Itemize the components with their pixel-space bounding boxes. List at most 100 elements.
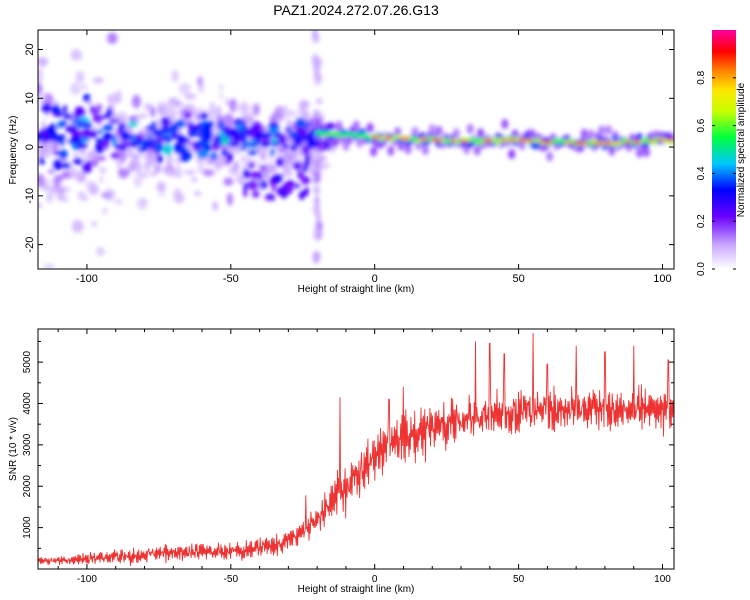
spectrogram-cell bbox=[56, 121, 62, 129]
colorbar-tick-label: 0.4 bbox=[696, 166, 707, 180]
spectrogram-x-ticks: -100 -50 0 50 100 bbox=[76, 30, 672, 285]
spectrogram-cell bbox=[85, 160, 92, 169]
spectrogram-cell bbox=[275, 157, 285, 167]
spectrogram-cell bbox=[51, 104, 61, 114]
spectrogram-cell bbox=[248, 142, 258, 147]
x-tick-label: -100 bbox=[76, 273, 98, 285]
spectrogram-cell bbox=[403, 137, 411, 140]
spectrogram-cell bbox=[209, 152, 218, 160]
spectrogram-cell bbox=[542, 140, 548, 144]
spectrogram-cell bbox=[173, 188, 182, 200]
spectrogram-cell bbox=[72, 158, 83, 165]
spectrogram-cell bbox=[223, 177, 234, 186]
spectrogram-cell bbox=[245, 117, 255, 125]
spectrogram-cell bbox=[313, 170, 321, 184]
spectrogram-cell bbox=[117, 168, 130, 179]
spectrogram-cell bbox=[185, 122, 194, 127]
spectrogram-cell bbox=[188, 130, 199, 137]
spectrogram-cell bbox=[522, 139, 531, 142]
spectrogram-cell bbox=[90, 109, 96, 115]
spectrogram-cell bbox=[101, 193, 111, 198]
spectrogram-cell bbox=[184, 169, 196, 175]
spectrogram-cell bbox=[107, 32, 118, 44]
spectrogram-cell bbox=[116, 113, 128, 121]
colorbar-tick-label: 0.8 bbox=[696, 70, 707, 84]
spectrogram-cell bbox=[473, 145, 481, 156]
y-tick-label: 2000 bbox=[22, 475, 33, 498]
spectrogram-cell bbox=[59, 149, 68, 160]
spectrogram-cell bbox=[366, 122, 374, 133]
spectrogram-cell bbox=[73, 153, 79, 158]
spectrogram-cell bbox=[417, 137, 424, 141]
spectrogram-cell bbox=[154, 141, 164, 153]
spectrogram-cell bbox=[69, 82, 81, 95]
spectrogram-cell bbox=[288, 131, 298, 138]
spectrogram-cell bbox=[136, 147, 148, 153]
spectrogram-cell bbox=[304, 154, 311, 160]
x-tick-label: 0 bbox=[372, 273, 378, 285]
spectrogram-cell bbox=[624, 141, 632, 144]
spectrogram-cell bbox=[335, 120, 343, 131]
spectrogram-cell bbox=[194, 190, 202, 197]
spectrogram-cell bbox=[54, 186, 66, 193]
spectrogram-cell bbox=[96, 103, 102, 112]
spectrogram-cell bbox=[38, 76, 43, 81]
spectrogram-cell bbox=[384, 136, 393, 140]
spectrogram-cell bbox=[203, 130, 213, 142]
spectrogram-cell bbox=[286, 110, 296, 117]
spectrogram-cell bbox=[253, 103, 260, 116]
spectrogram-cell bbox=[162, 144, 173, 156]
spectrogram-cell bbox=[589, 142, 595, 147]
colorbar-gradient bbox=[712, 30, 736, 269]
spectrogram-cell bbox=[133, 174, 143, 188]
spectrogram-cell bbox=[303, 159, 311, 168]
spectrogram-cell bbox=[156, 154, 163, 164]
spectrogram-cell bbox=[226, 192, 233, 206]
spectrogram-cell bbox=[496, 140, 501, 146]
spectrogram-cell bbox=[76, 130, 86, 137]
spectrogram-cell bbox=[99, 176, 105, 183]
spectrogram-cell bbox=[207, 107, 218, 120]
spectrogram-cell bbox=[118, 123, 126, 131]
spectrogram-cell bbox=[670, 138, 674, 142]
spectrogram-cell bbox=[176, 119, 186, 128]
spectrogram-cell bbox=[221, 137, 230, 146]
spectrogram-cell bbox=[184, 150, 192, 160]
spectrogram-cell bbox=[508, 149, 516, 160]
spectrogram-cell bbox=[242, 132, 247, 139]
spectrogram-cell bbox=[184, 94, 197, 100]
spectrogram-cell bbox=[257, 170, 263, 181]
spectrogram-cell bbox=[587, 129, 595, 140]
spectrogram-frame bbox=[37, 29, 675, 270]
spectrogram-cell bbox=[435, 125, 443, 136]
spectrogram-cell bbox=[584, 141, 589, 145]
spectrogram-cell bbox=[199, 112, 209, 120]
spectrogram-cell bbox=[450, 139, 456, 143]
spectrogram-cell bbox=[229, 141, 240, 148]
spectrogram-cell bbox=[92, 114, 103, 123]
spectrogram-cell bbox=[301, 190, 309, 195]
spectrogram-cell bbox=[260, 180, 268, 190]
spectrogram-cell bbox=[74, 106, 85, 118]
spectrogram-cell bbox=[161, 125, 167, 134]
spectrogram-cell bbox=[195, 123, 202, 128]
spectrogram-cell bbox=[500, 138, 507, 142]
colorbar-tick-label: 0.6 bbox=[696, 118, 707, 132]
spectrogram-cell bbox=[128, 121, 138, 128]
spectrogram-cell bbox=[102, 132, 114, 141]
spectrogram-cell bbox=[38, 144, 47, 157]
spectrogram-cell bbox=[91, 160, 99, 167]
spectrogram-cell bbox=[247, 128, 252, 138]
spectrogram-cell bbox=[92, 77, 104, 84]
spectrogram-cell bbox=[286, 183, 293, 194]
spectrogram-cell bbox=[83, 93, 91, 103]
spectrogram-cell bbox=[270, 194, 275, 201]
spectrogram-cell bbox=[312, 30, 317, 39]
spectrogram-cell bbox=[472, 138, 478, 143]
spectrogram-cell bbox=[94, 156, 107, 161]
spectrogram-cell bbox=[215, 105, 222, 118]
spectrogram-cell bbox=[487, 139, 493, 143]
spectrogram-cell bbox=[259, 165, 267, 170]
